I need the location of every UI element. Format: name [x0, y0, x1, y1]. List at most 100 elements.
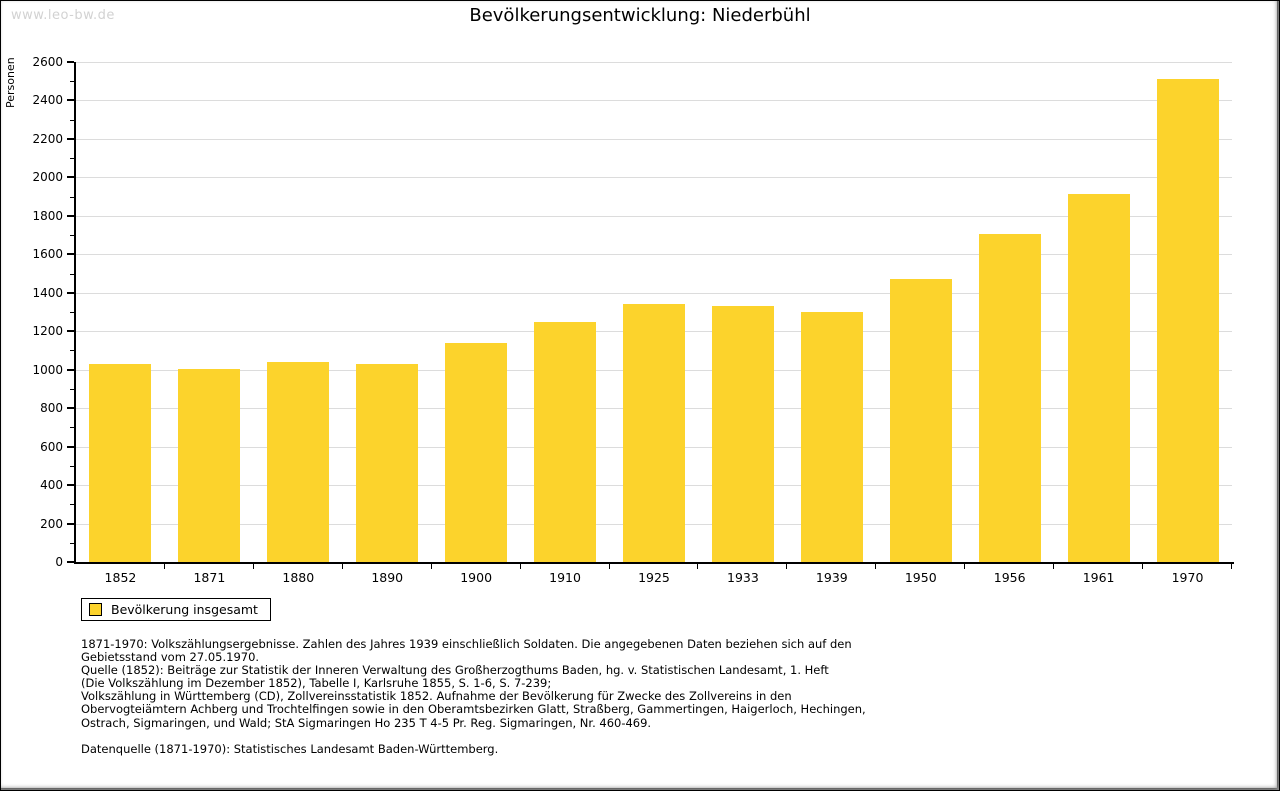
y-tick	[67, 137, 74, 140]
gridline	[76, 177, 1232, 179]
x-tick-label: 1933	[727, 570, 759, 585]
y-tick-label: 800	[40, 401, 63, 416]
y-tick	[67, 253, 74, 256]
x-tick	[1142, 564, 1144, 569]
y-minor-tick	[70, 81, 74, 83]
x-tick	[964, 564, 966, 569]
legend: Bevölkerung insgesamt	[81, 598, 271, 621]
y-minor-tick	[70, 350, 74, 352]
footnote-line: Quelle (1852): Beiträge zur Statistik de…	[81, 663, 829, 678]
bar	[445, 342, 508, 562]
gridline	[76, 292, 1232, 294]
bar	[89, 363, 152, 562]
y-tick-label: 1800	[32, 208, 63, 223]
x-tick	[341, 564, 343, 569]
x-tick-label: 1910	[549, 570, 581, 585]
x-tick	[163, 564, 165, 569]
gridline	[76, 62, 1232, 63]
y-minor-tick	[70, 465, 74, 467]
x-tick-label: 1925	[638, 570, 670, 585]
y-tick	[67, 368, 74, 371]
y-minor-tick	[70, 273, 74, 275]
gridline	[76, 254, 1232, 256]
y-tick-label: 2600	[32, 55, 63, 69]
footnote-line: (Die Volkszählung im Dezember 1852), Tab…	[81, 676, 552, 691]
y-tick	[67, 99, 74, 102]
gridline	[76, 100, 1232, 102]
y-tick-label: 200	[40, 516, 63, 531]
y-tick	[67, 176, 74, 179]
y-minor-tick	[70, 312, 74, 313]
legend-swatch-icon	[89, 603, 102, 616]
bar	[1067, 194, 1130, 562]
x-tick-label: 1852	[104, 570, 137, 585]
x-tick	[1053, 564, 1055, 569]
footnote-line: Volkszählung in Württemberg (CD), Zollve…	[81, 689, 792, 704]
x-tick-label: 1890	[371, 570, 404, 585]
x-tick-label: 1950	[904, 570, 937, 585]
y-minor-tick	[70, 504, 74, 506]
x-axis-line	[74, 562, 1234, 564]
y-tick	[67, 522, 74, 525]
bar	[623, 304, 685, 562]
y-axis-title: Personen	[4, 57, 17, 108]
bar	[356, 363, 419, 562]
y-tick-label: 1000	[32, 362, 63, 377]
y-minor-tick	[70, 388, 74, 390]
x-tick	[1231, 564, 1232, 569]
bar	[178, 368, 241, 562]
footnote-line: Ostrach, Sigmaringen, und Wald; StA Sigm…	[81, 715, 652, 730]
x-tick-label: 1871	[193, 570, 226, 585]
x-tick-label: 1939	[815, 570, 848, 585]
x-tick-label: 1880	[282, 570, 315, 585]
x-tick	[519, 564, 521, 569]
y-tick	[67, 445, 74, 448]
footnotes: 1871-1970: Volkszählungsergebnisse. Zahl…	[81, 637, 941, 756]
y-tick	[67, 214, 74, 217]
x-tick	[697, 564, 699, 569]
chart-title: Bevölkerungsentwicklung: Niederbühl	[469, 5, 811, 26]
x-tick	[430, 564, 432, 569]
x-tick	[786, 564, 788, 569]
y-tick-label: 1400	[32, 285, 63, 300]
y-tick-label: 400	[40, 478, 63, 493]
footnote-line: Gebietsstand vom 27.05.1970.	[81, 650, 260, 665]
datasource-line: Datenquelle (1871-1970): Statistisches L…	[81, 741, 499, 756]
gridline	[76, 138, 1232, 140]
y-minor-tick	[70, 542, 74, 544]
plot-area: 0 200 400 600 800 1000 1200 1400 1600 1800 2000 220…	[32, 55, 1234, 585]
x-tick	[252, 564, 254, 569]
footnote-lines: 1871-1970: Volkszählungsergebnisse. Zahl…	[81, 637, 941, 730]
y-tick	[67, 330, 74, 333]
y-tick	[67, 291, 74, 294]
y-tick-label: 600	[40, 439, 63, 454]
y-minor-tick	[70, 158, 74, 160]
bar	[1156, 79, 1219, 562]
y-tick-label: 2200	[32, 131, 63, 146]
bar	[267, 362, 330, 562]
y-minor-tick	[70, 235, 74, 237]
y-tick	[67, 484, 74, 487]
y-axis-line	[74, 62, 76, 564]
bar	[711, 305, 774, 562]
footnote-line: Obervogteiämtern Achberg und Trochtelfin…	[81, 702, 866, 717]
x-tick-label: 1956	[993, 570, 1026, 585]
y-minor-tick	[70, 119, 74, 121]
y-tick	[67, 407, 74, 410]
x-tick	[875, 564, 877, 569]
y-tick-label: 1600	[32, 247, 63, 262]
y-tick-label: 2000	[32, 170, 63, 185]
x-tick-label: 1900	[460, 570, 493, 585]
bar	[978, 234, 1041, 562]
bar	[800, 312, 863, 562]
x-tick-label: 1961	[1082, 570, 1115, 585]
x-tick-label: 1970	[1171, 570, 1204, 585]
y-tick-label: 1200	[32, 324, 63, 339]
y-tick	[67, 61, 74, 63]
bar	[534, 322, 597, 562]
y-tick-label: 0	[55, 555, 63, 569]
gridline	[76, 215, 1232, 217]
y-minor-tick	[70, 427, 74, 429]
footnote-line: 1871-1970: Volkszählungsergebnisse. Zahl…	[81, 637, 852, 651]
